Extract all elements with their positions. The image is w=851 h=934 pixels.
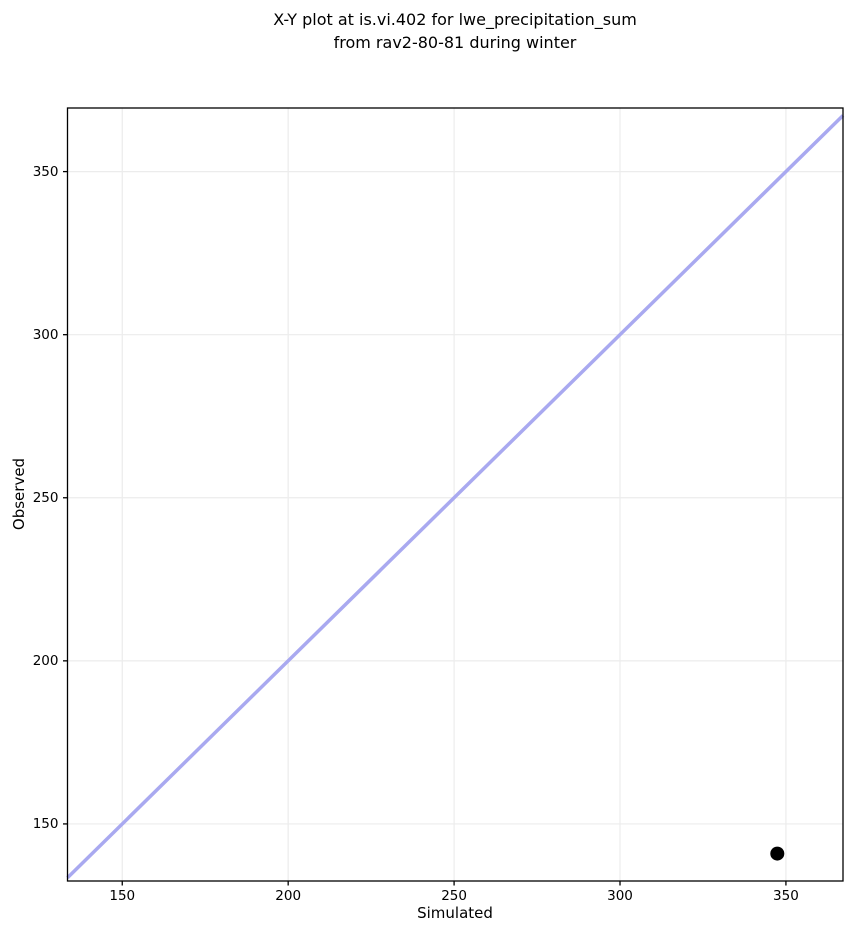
x-tick-label: 300 bbox=[607, 888, 633, 904]
identity-line-group bbox=[66, 114, 845, 879]
y-tick-label: 200 bbox=[32, 652, 59, 669]
x-tick-label: 250 bbox=[441, 888, 467, 904]
y-tick-label: 350 bbox=[32, 163, 59, 180]
chart-title-line2: from rav2-80-81 during winter bbox=[333, 33, 577, 52]
chart-title: X-Y plot at is.vi.402 for lwe_precipitat… bbox=[67, 8, 843, 54]
gridlines bbox=[67, 108, 843, 881]
x-tick-label: 150 bbox=[109, 888, 136, 904]
y-axis-label: Observed bbox=[10, 457, 28, 531]
tick-marks bbox=[63, 170, 787, 886]
y-tick-label: 300 bbox=[32, 326, 59, 343]
data-points bbox=[770, 846, 785, 861]
identity-line bbox=[66, 114, 845, 879]
x-tick-label: 350 bbox=[773, 888, 799, 904]
y-tick-label: 150 bbox=[32, 815, 59, 832]
scatter-point bbox=[770, 846, 785, 861]
x-tick-label: 200 bbox=[275, 888, 302, 904]
x-axis-label: Simulated bbox=[417, 904, 493, 922]
y-tick-label: 250 bbox=[32, 489, 59, 506]
chart-title-line1: X-Y plot at is.vi.402 for lwe_precipitat… bbox=[273, 10, 637, 29]
plot-box-spines bbox=[66, 107, 844, 882]
